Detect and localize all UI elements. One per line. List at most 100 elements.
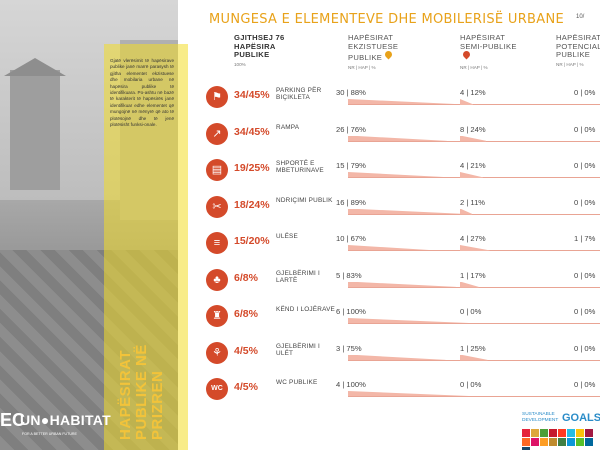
- row-total: 19/25%: [234, 162, 270, 174]
- row-baseline: [348, 323, 600, 324]
- potential-value: 0 | 0%: [574, 88, 596, 97]
- table-row: WC 4/5% WC PUBLIKE 4 | 100% 0 | 0% 0 | 0%: [0, 376, 600, 412]
- col-header-existing-sub: NR | HAP | %: [348, 64, 376, 70]
- semi-share-bar: [460, 172, 484, 178]
- table-row: ⚑ 34/45% PARKING PËR BIÇIKLETA 30 | 88% 4 | …: [0, 84, 600, 120]
- row-total: 34/45%: [234, 125, 270, 138]
- col-header-total-title: GJITHSEJ 76 HAPËSIRA PUBLIKE: [234, 33, 285, 59]
- sdg-tile: [540, 438, 548, 446]
- sdg-logo: SUSTAINABLE DEVELOPMENT GOALS: [522, 412, 600, 450]
- potential-value: 1 | 7%: [574, 234, 596, 243]
- row-label: RAMPA: [276, 123, 300, 131]
- grass-icon: ⚘: [206, 341, 228, 364]
- col-header-total-sub: 100%: [234, 61, 246, 67]
- existing-share-bar: [348, 354, 446, 361]
- sdg-tile: [567, 438, 575, 446]
- sdg-tile: [531, 429, 539, 437]
- existing-share-bar: [348, 281, 456, 288]
- existing-value: 6 | 100%: [336, 307, 366, 316]
- semi-share-bar: [460, 99, 474, 105]
- row-baseline: [348, 213, 600, 215]
- row-label: WC PUBLIKE: [276, 379, 318, 386]
- semi-value: 1 | 17%: [460, 270, 486, 280]
- semi-share-bar: [460, 354, 488, 361]
- intro-paragraph: Gjatë vlerësimit të hapësirave publike j…: [110, 58, 174, 128]
- semi-value: 0 | 0%: [460, 307, 482, 316]
- col-header-total: GJITHSEJ 76 HAPËSIRA PUBLIKE 100%: [234, 33, 294, 67]
- semi-value: 4 | 21%: [460, 161, 486, 170]
- row-total: 4/5%: [234, 344, 258, 357]
- semi-share-bar: [460, 208, 473, 215]
- sdg-tile: [567, 429, 575, 437]
- row-total: 18/24%: [234, 198, 270, 211]
- sdg-tile: [585, 429, 593, 437]
- sdg-tile: [522, 429, 530, 437]
- existing-share-bar: [348, 245, 436, 251]
- table-row: ✂ 18/24% NDRIÇIMI PUBLIK 16 | 89% 2 | 11% 0 |…: [0, 194, 600, 230]
- semi-value: 4 | 27%: [460, 234, 486, 243]
- col-header-existing: HAPËSIRAT EKZISTUESE PUBLIKE NR | HAP | …: [348, 33, 420, 70]
- sdg-line2: DEVELOPMENT: [522, 417, 559, 423]
- row-total: 6/8%: [234, 271, 258, 284]
- row-total: 15/20%: [234, 235, 270, 247]
- location-pin-icon: [461, 49, 472, 60]
- semi-value: 2 | 11%: [460, 197, 486, 207]
- col-header-potential: HAPËSIRAT POTENCIALE PUBLIKE NR | HAP | …: [556, 34, 600, 67]
- row-total: 4/5%: [234, 381, 258, 393]
- bench-icon: ≡: [206, 232, 228, 254]
- sdg-tile: [522, 438, 530, 446]
- col-header-semi-sub: NR | HAP | %: [460, 64, 488, 70]
- sdg-tile: [522, 447, 530, 450]
- semi-value: 8 | 24%: [460, 124, 486, 134]
- row-label: GJELBËRIMI I LARTË: [276, 269, 320, 284]
- potential-value: 0 | 0%: [574, 380, 596, 389]
- un-habitat-tagline: FOR A BETTER URBAN FUTURE: [22, 432, 77, 436]
- col-header-semi-title: HAPËSIRAT SEMI-PUBLIKE: [460, 33, 517, 51]
- sdg-tile: [531, 438, 539, 446]
- row-label: SHPORTË E MBETURINAVE: [276, 160, 324, 175]
- semi-share-bar: [460, 281, 479, 288]
- col-header-potential-sub: NR | HAP | %: [556, 61, 584, 67]
- sdg-tile: [576, 429, 584, 437]
- potential-value: 0 | 0%: [574, 343, 596, 353]
- bicycle-icon: ⚑: [206, 86, 228, 108]
- sdg-tile: [540, 429, 548, 437]
- potential-value: 0 | 0%: [574, 161, 596, 170]
- row-label: PARKING PËR BIÇIKLETA: [276, 87, 322, 102]
- existing-share-bar: [348, 99, 463, 105]
- existing-value: 15 | 79%: [336, 161, 366, 170]
- sdg-tile: [558, 429, 566, 437]
- table-row: ≡ 15/20% ULËSE 10 | 67% 4 | 27% 1 | 7%: [0, 230, 600, 266]
- existing-value: 4 | 100%: [336, 380, 366, 389]
- semi-value: 4 | 12%: [460, 88, 486, 97]
- playground-icon: ♜: [206, 305, 228, 327]
- col-header-potential-title: HAPËSIRAT POTENCIALE PUBLIKE: [556, 34, 600, 59]
- row-label: KËND I LOJËRAVE: [276, 306, 335, 313]
- row-label: ULËSE: [276, 233, 298, 240]
- table-row: ↗ 34/45% RAMPA 26 | 76% 8 | 24% 0 | 0%: [0, 121, 600, 157]
- row-label: NDRIÇIMI PUBLIK: [276, 196, 333, 204]
- existing-value: 16 | 89%: [336, 197, 366, 207]
- semi-share-bar: [460, 245, 490, 251]
- existing-share-bar: [348, 391, 478, 397]
- sdg-tiles: [522, 429, 600, 450]
- row-label: GJELBËRIMI I ULËT: [276, 342, 320, 357]
- ramp-icon: ↗: [206, 122, 228, 145]
- table-row: ▤ 19/25% SHPORTË E MBETURINAVE 15 | 79% 4 | …: [0, 157, 600, 193]
- tree-icon: ♣: [206, 268, 228, 291]
- existing-value: 10 | 67%: [336, 234, 366, 243]
- existing-share-bar: [348, 318, 478, 324]
- yellow-overlay: [104, 44, 188, 450]
- un-habitat-logo: UN●HABITAT: [20, 412, 112, 428]
- page-number: 10/: [576, 14, 585, 20]
- existing-share-bar: [348, 135, 447, 142]
- existing-value: 3 | 75%: [336, 343, 362, 353]
- existing-value: 5 | 83%: [336, 270, 362, 280]
- existing-share-bar: [348, 172, 451, 178]
- photo-slide-tower: [10, 70, 60, 190]
- sdg-tile: [558, 438, 566, 446]
- existing-value: 26 | 76%: [336, 124, 366, 134]
- row-total: 6/8%: [234, 308, 258, 320]
- location-pin-icon: [383, 49, 394, 60]
- page-title: MUNGESA E ELEMENTEVE DHE MOBILERISË URBA…: [209, 12, 564, 27]
